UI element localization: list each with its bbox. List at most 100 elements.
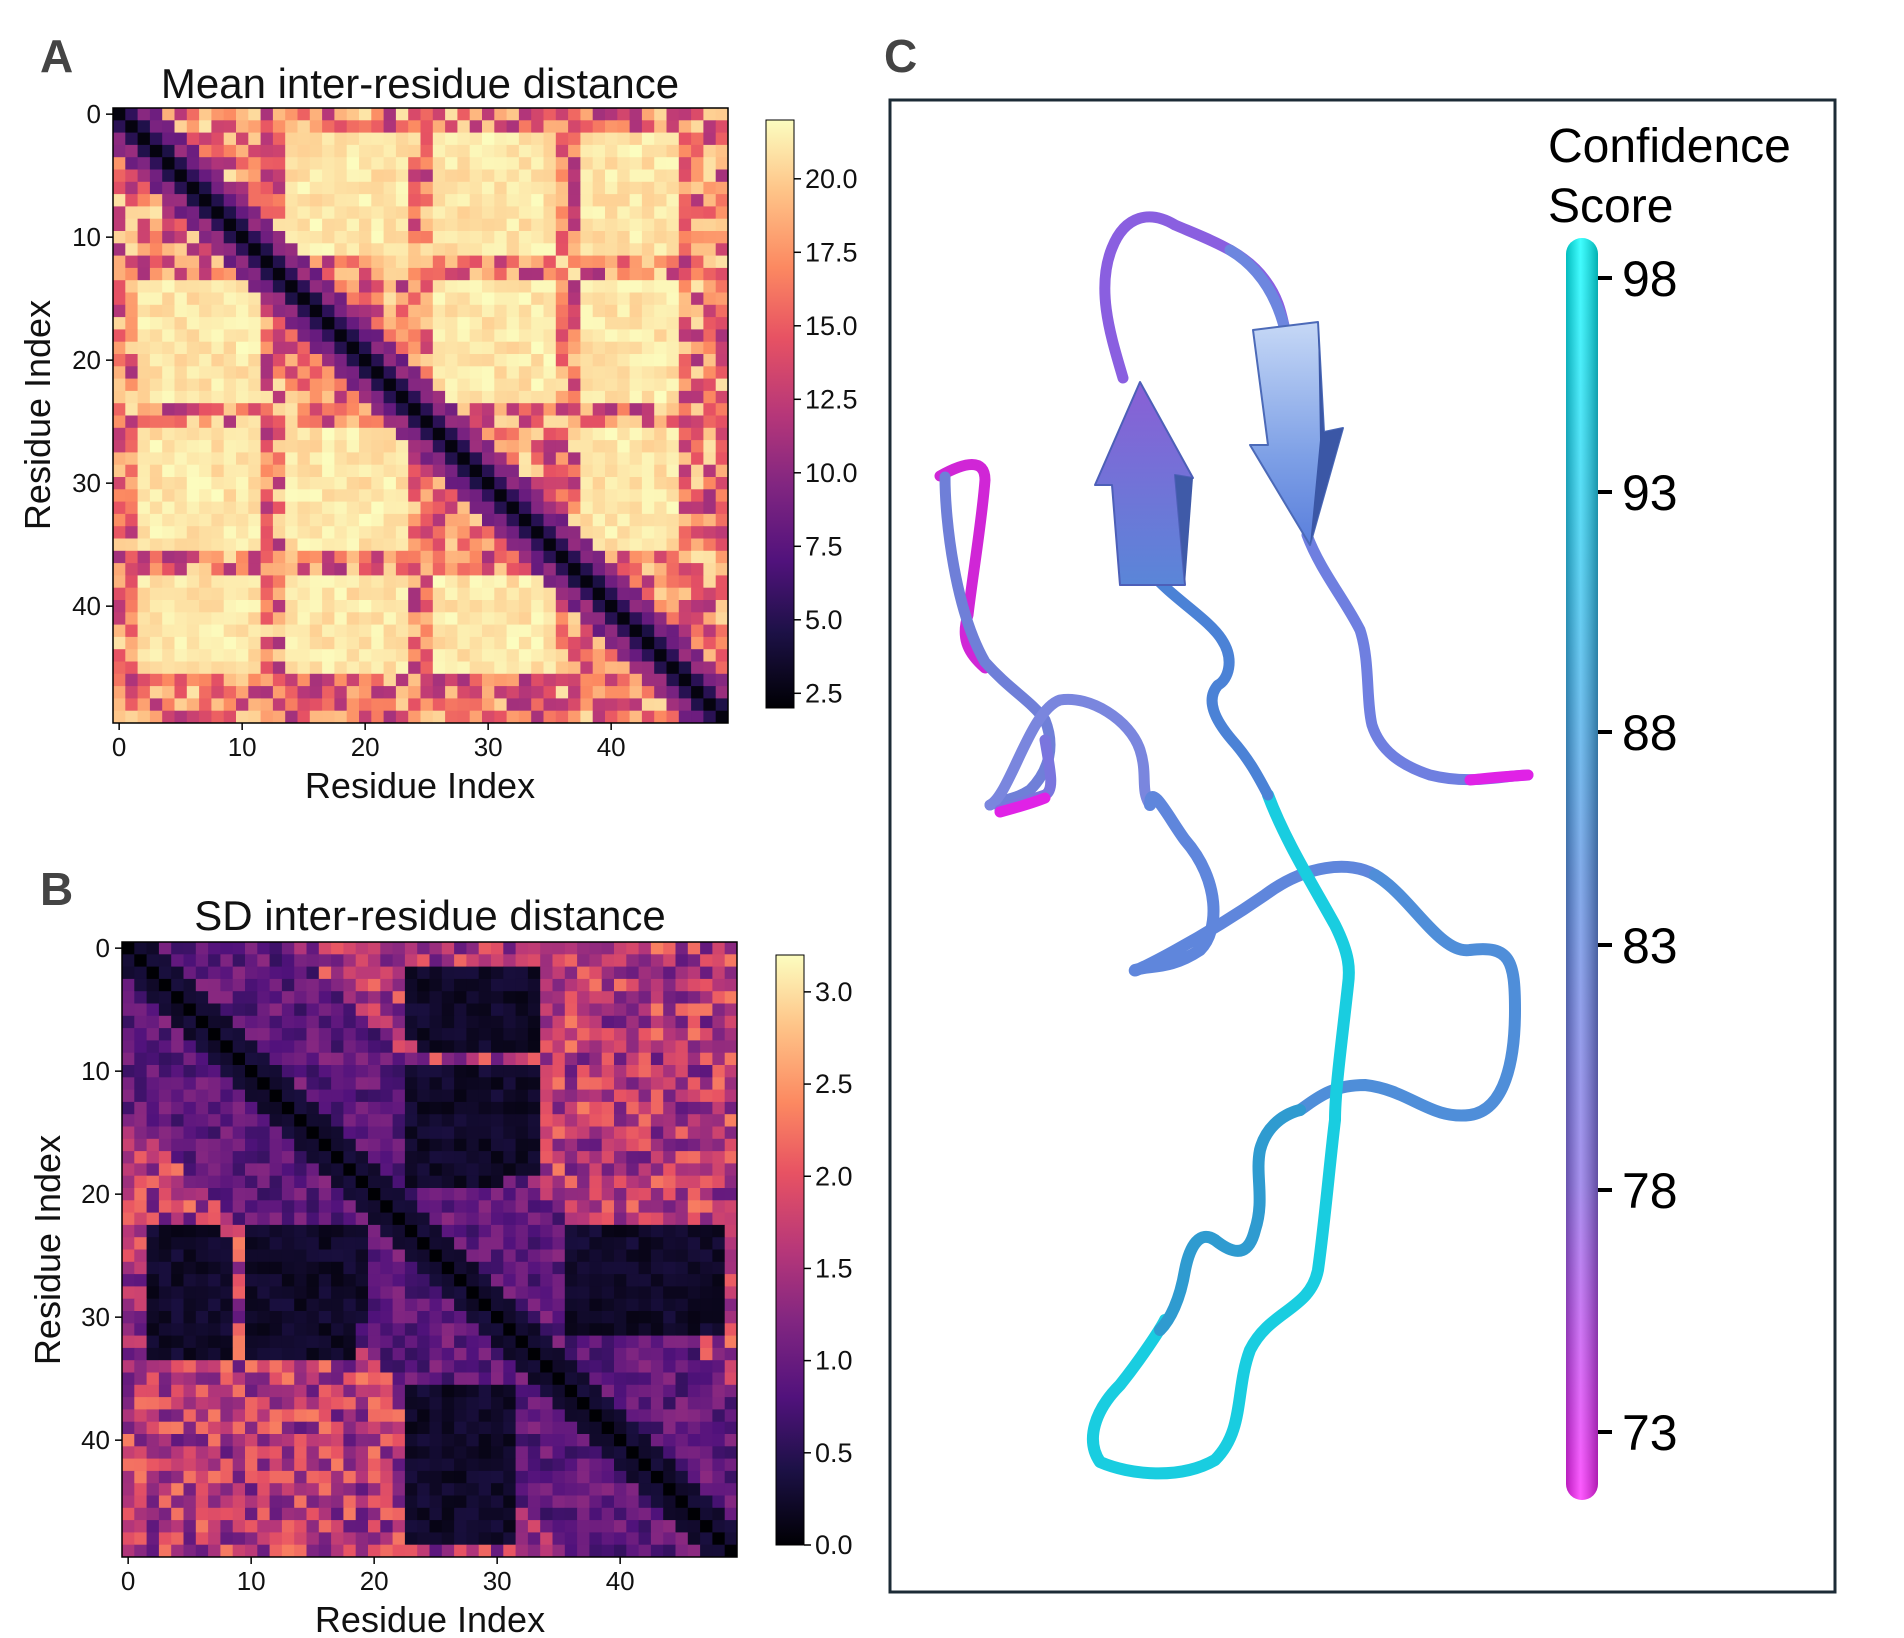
heatmap-cell <box>712 1188 726 1201</box>
heatmap-cell <box>408 403 421 416</box>
heatmap-cell <box>577 966 590 980</box>
heatmap-cell <box>666 231 680 244</box>
heatmap-cell <box>580 267 594 281</box>
heatmap-cell <box>506 108 520 121</box>
heatmap-cell <box>506 317 520 330</box>
heatmap-cell <box>269 1065 283 1078</box>
heatmap-cell <box>491 1163 504 1177</box>
heatmap-cell <box>334 132 348 146</box>
heatmap-cell <box>555 710 569 724</box>
heatmap-cell <box>137 538 151 552</box>
heatmap-cell <box>137 636 151 650</box>
heatmap-cell <box>420 218 434 232</box>
heatmap-cell <box>343 1470 357 1484</box>
heatmap-cell <box>564 1249 578 1263</box>
heatmap-cell <box>626 1138 639 1152</box>
heatmap-cell <box>220 966 234 980</box>
heatmap-cell <box>392 1003 406 1017</box>
heatmap-cell <box>186 181 200 195</box>
heatmap-cell <box>678 403 692 416</box>
heatmap-cell <box>134 966 147 980</box>
heatmap-cell <box>113 354 126 367</box>
heatmap-cell <box>506 600 520 613</box>
heatmap-cell <box>700 954 713 967</box>
heatmap-cell <box>359 477 372 490</box>
heatmap-cell <box>186 673 200 687</box>
heatmap-cell <box>343 1335 357 1349</box>
heatmap-cell <box>466 1384 480 1398</box>
heatmap-cell <box>417 1434 430 1447</box>
heatmap-cell <box>380 1224 393 1238</box>
heatmap-cell <box>555 563 569 576</box>
heatmap-cell <box>678 181 692 195</box>
heatmap-cell <box>343 1040 357 1054</box>
heatmap-cell <box>555 292 569 306</box>
heatmap-cell <box>626 1495 639 1509</box>
heatmap-cell <box>236 390 249 404</box>
heatmap-cell <box>368 1520 381 1533</box>
heatmap-cell <box>220 1384 234 1398</box>
heatmap-cell <box>371 157 384 170</box>
heatmap-cell <box>650 1532 664 1546</box>
heatmap-cell <box>199 194 212 207</box>
heatmap-cell <box>466 1101 480 1115</box>
heatmap-cell <box>552 1470 566 1484</box>
heatmap-cell <box>149 427 163 441</box>
heatmap-cell <box>223 329 237 343</box>
heatmap-cell <box>617 550 630 564</box>
heatmap-cell <box>272 550 286 564</box>
heatmap-cell <box>392 1495 406 1509</box>
heatmap-cell <box>408 452 421 466</box>
heatmap-cell <box>715 612 729 625</box>
heatmap-cell <box>491 942 504 955</box>
heatmap-cell <box>285 452 298 466</box>
heatmap-cell <box>359 550 372 564</box>
heatmap-cell <box>666 563 680 576</box>
heatmap-cell <box>223 231 237 244</box>
heatmap-cell <box>346 144 360 158</box>
heatmap-cell <box>518 427 532 441</box>
heatmap-cell <box>186 157 200 170</box>
heatmap-cell <box>294 1520 307 1533</box>
heatmap-cell <box>687 1446 701 1459</box>
heatmap-cell <box>331 1151 344 1164</box>
heatmap-cell <box>297 390 311 404</box>
heatmap-cell <box>199 267 212 281</box>
heatmap-cell <box>125 661 138 675</box>
heatmap-cell <box>134 1384 147 1398</box>
heatmap-cell <box>577 1261 590 1275</box>
heatmap-cell <box>641 317 655 330</box>
heatmap-cell <box>703 120 717 133</box>
heatmap-cell <box>257 1040 270 1054</box>
heatmap-cell <box>568 341 581 355</box>
heatmap-cell <box>494 267 507 281</box>
heatmap-cell <box>174 624 188 638</box>
heatmap-cell <box>527 1274 541 1287</box>
heatmap-cell <box>383 612 397 625</box>
heatmap-cell <box>346 231 360 244</box>
heatmap-cell <box>441 942 455 955</box>
heatmap-cell <box>691 120 704 133</box>
heatmap-cell <box>712 1421 726 1435</box>
heatmap-cell <box>149 390 163 404</box>
heatmap-cell <box>700 1409 713 1423</box>
heatmap-cell <box>543 218 557 232</box>
heatmap-cell <box>183 1163 197 1177</box>
heatmap-cell <box>134 1126 147 1140</box>
heatmap-cell <box>125 489 138 502</box>
heatmap-cell <box>712 1335 726 1349</box>
heatmap-cell <box>368 1003 381 1017</box>
heatmap-cell <box>257 1249 270 1263</box>
heatmap-cell <box>174 194 188 207</box>
heatmap-cell <box>715 538 729 552</box>
heatmap-cell <box>626 1335 639 1349</box>
heatmap-cell <box>383 144 397 158</box>
heatmap-cell <box>420 120 434 133</box>
heatmap-cell <box>703 563 717 576</box>
heatmap-cell <box>650 1163 664 1177</box>
heatmap-cell <box>223 206 237 220</box>
heatmap-cell <box>331 1101 344 1115</box>
heatmap-cell <box>675 1360 689 1373</box>
heatmap-cell <box>675 1101 689 1115</box>
heatmap-cell <box>429 1286 443 1300</box>
